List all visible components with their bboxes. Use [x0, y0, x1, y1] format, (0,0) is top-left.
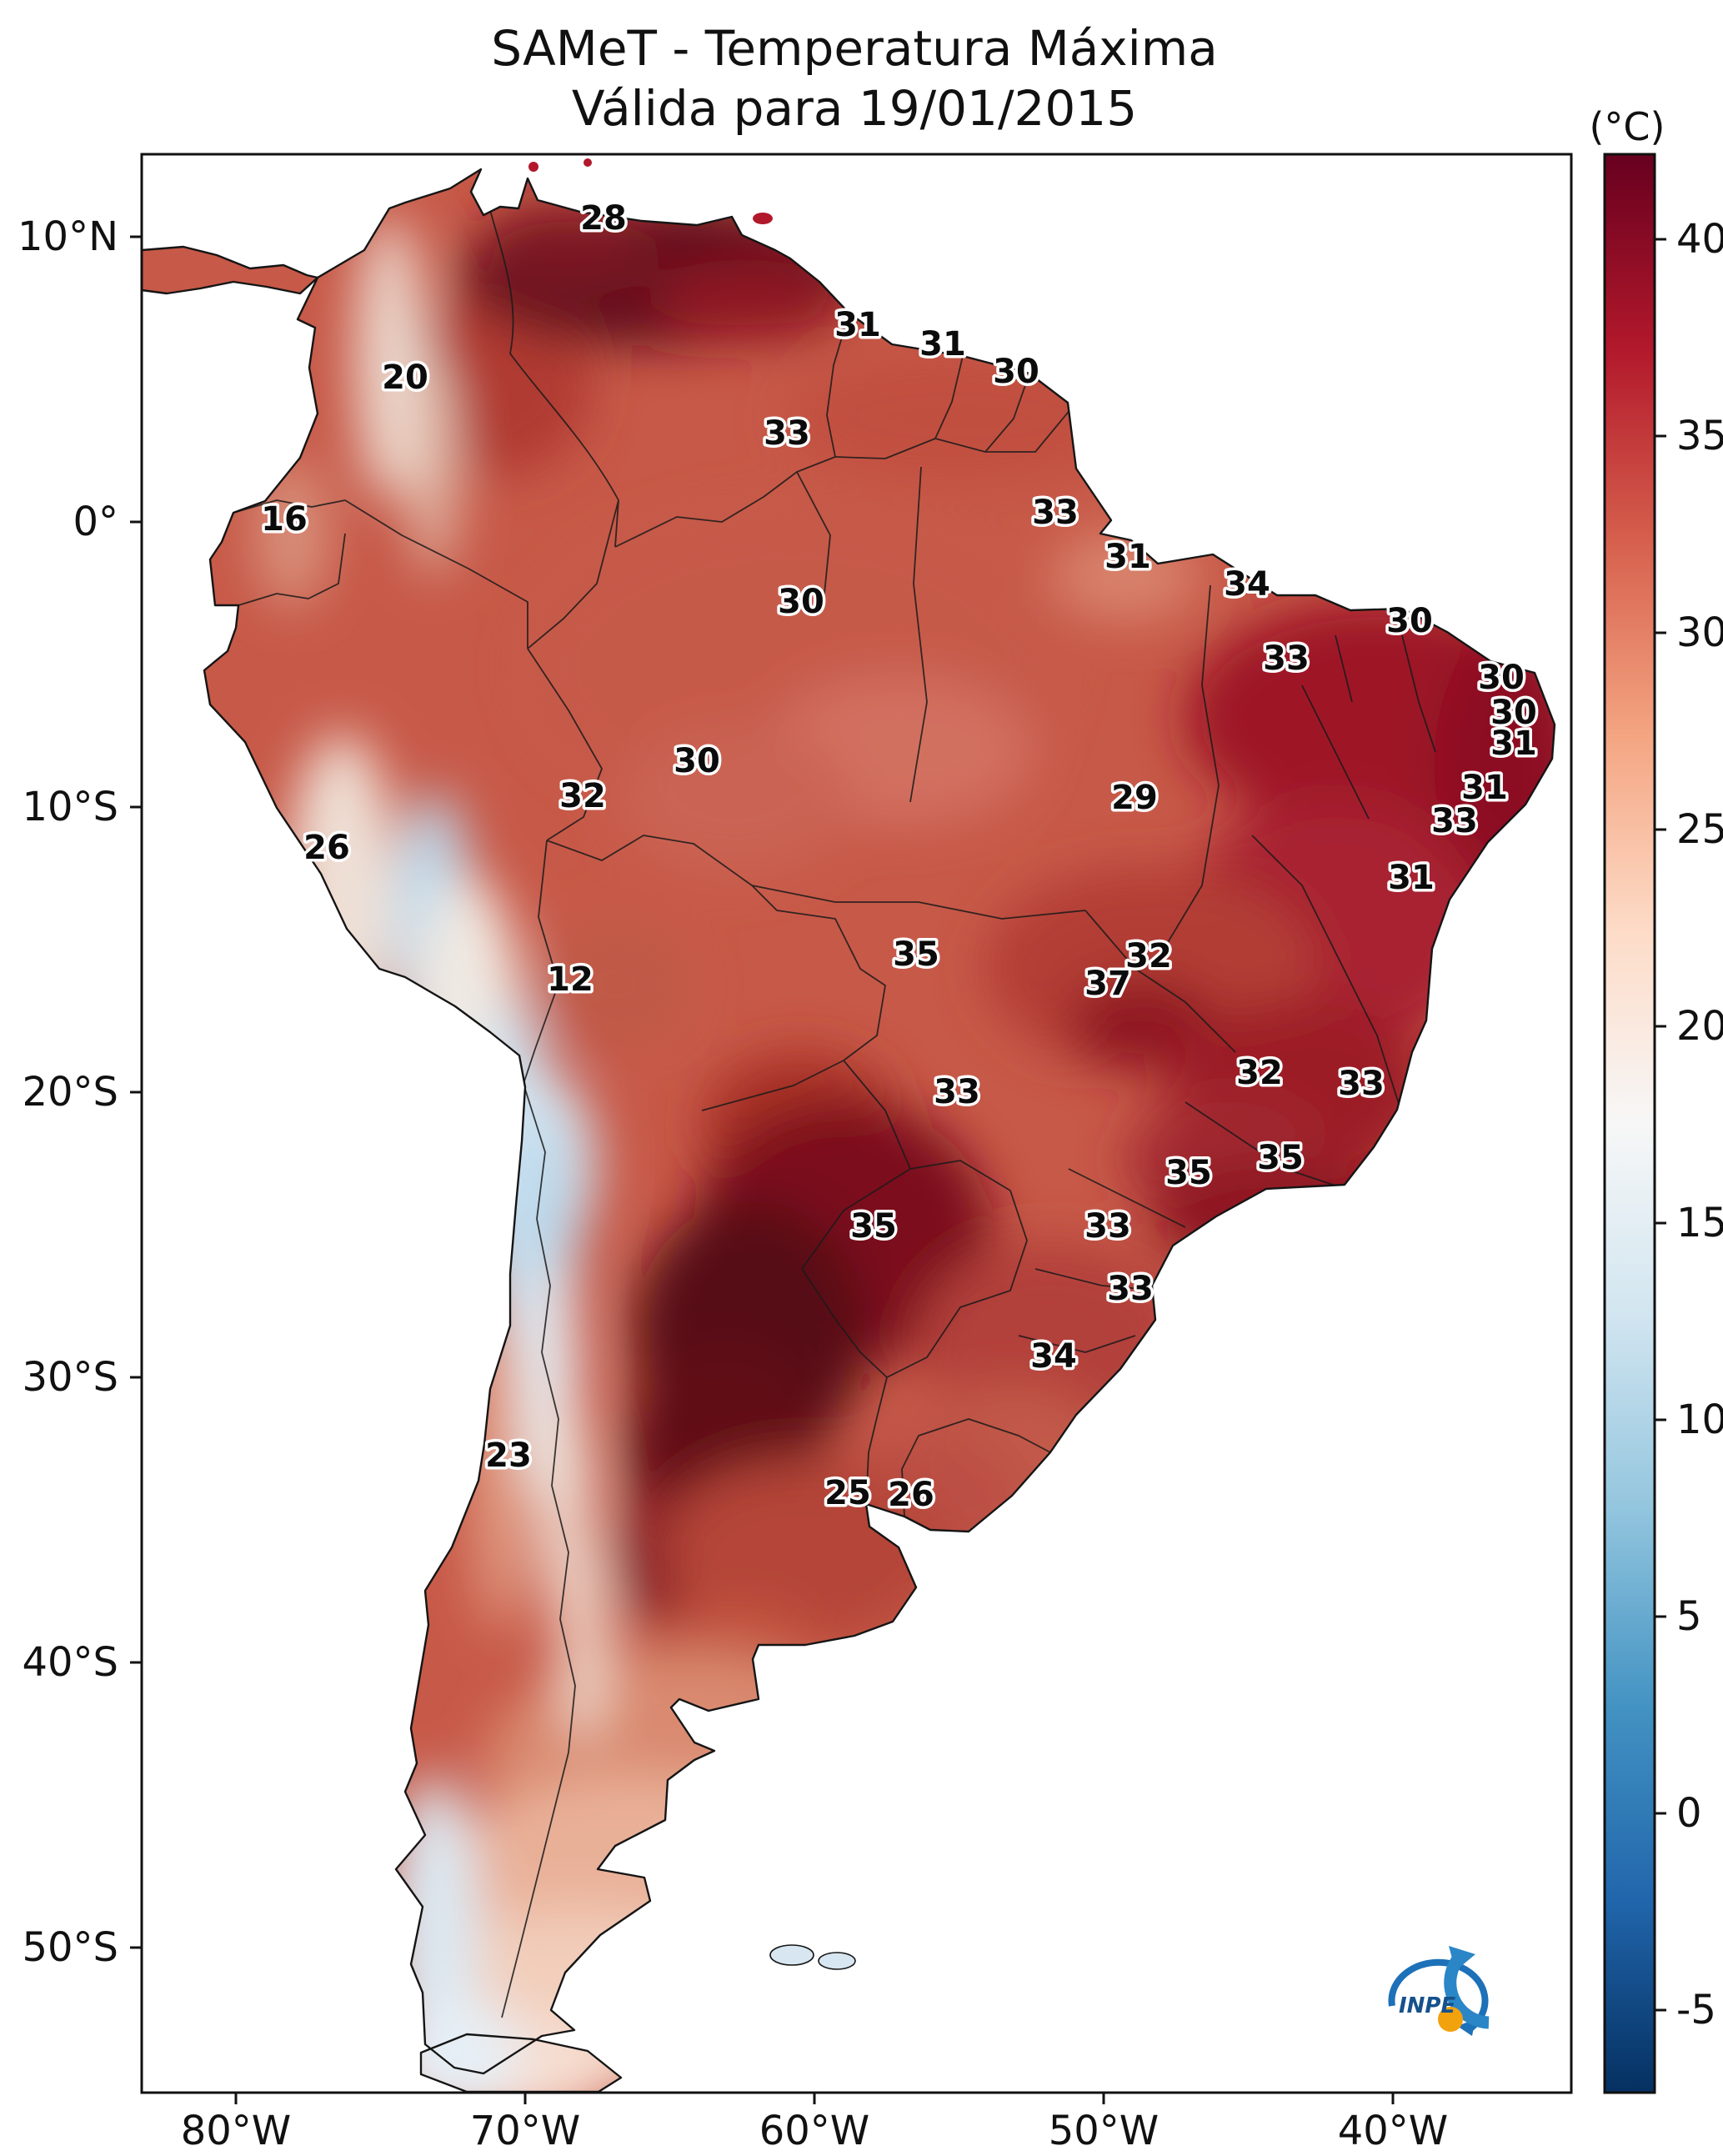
temperature-label: 34 — [1030, 1337, 1077, 1376]
y-axis-tick-label: 50°S — [22, 1924, 118, 1971]
inpe-logo-arrow — [1444, 1952, 1490, 2029]
temperature-label: 30 — [1478, 659, 1525, 697]
inpe-logo-dot — [1438, 2007, 1463, 2032]
colorbar-tick-label: 15 — [1676, 1200, 1723, 1246]
coastline-tierra-del-fuego — [419, 2033, 623, 2093]
x-axis-tick-label: 60°W — [759, 2108, 870, 2154]
colorbar: (°C) 40 35 30 25 20 15 10 5 0 -5 — [1589, 104, 1723, 2094]
temperature-label: 32 — [1125, 937, 1172, 975]
temperature-label: 26 — [888, 1476, 934, 1514]
temperature-label: 30 — [674, 742, 720, 780]
temperature-label: 33 — [1107, 1270, 1154, 1308]
chart-title-line2: Válida para 19/01/2015 — [572, 80, 1137, 137]
y-axis-tick-label: 10°S — [22, 784, 118, 830]
y-axis-tick-label: 10°N — [18, 213, 118, 260]
x-axis-tick-label: 70°W — [470, 2108, 581, 2154]
colorbar-gradient — [1605, 154, 1655, 2093]
caribbean-island — [528, 162, 538, 172]
temperature-label: 31 — [919, 325, 966, 364]
axes-ticks: 10°N 0° 10°S 20°S 30°S 40°S 50°S 80°W 70°W 60°W 50… — [18, 213, 1448, 2154]
colorbar-unit-label: (°C) — [1589, 104, 1665, 149]
temperature-label: 35 — [1257, 1139, 1304, 1177]
temperature-label: 12 — [547, 960, 594, 999]
plot-frame — [140, 153, 1573, 2094]
inpe-logo-text: INPE — [1399, 1993, 1455, 2018]
temperature-label: 30 — [1490, 694, 1537, 732]
temperature-label: 34 — [1224, 565, 1270, 604]
colorbar-tick-label: 35 — [1676, 413, 1723, 459]
temperature-label: 31 — [1490, 725, 1537, 763]
colorbar-ticks: 40 35 30 25 20 15 10 5 0 -5 — [1655, 216, 1723, 2033]
temperature-label: 35 — [1165, 1154, 1212, 1192]
temperature-label: 30 — [1386, 602, 1433, 640]
political-borders — [233, 174, 1436, 2018]
colorbar-tick-label: 10 — [1676, 1396, 1723, 1443]
temperature-label: 26 — [303, 829, 350, 867]
temperature-label: 33 — [1032, 494, 1079, 532]
temperature-label: 30 — [993, 353, 1039, 391]
temperature-label: 31 — [834, 306, 881, 344]
temperature-label: 29 — [1111, 779, 1158, 817]
coastline-mainland — [203, 168, 1556, 2075]
inpe-logo-arrowhead — [1449, 1946, 1475, 1971]
colorbar-tick-label: 0 — [1676, 1790, 1702, 1837]
y-axis-tick-label: 0° — [73, 499, 118, 545]
temperature-label: 37 — [1084, 965, 1131, 1003]
temperature-label: 32 — [559, 777, 606, 815]
colorbar-tick-label: 30 — [1676, 609, 1723, 656]
falkland-island-west — [769, 1944, 814, 1966]
colorbar-tick-label: 25 — [1676, 806, 1723, 853]
south-america-heatmap — [142, 169, 1555, 2092]
y-axis-tick-label: 20°S — [22, 1069, 118, 1116]
temperature-label: 35 — [893, 935, 939, 974]
temperature-label: 20 — [382, 358, 428, 397]
chart-title-line1: SAMeT - Temperatura Máxima — [491, 20, 1218, 77]
temperature-label: 33 — [1263, 639, 1310, 678]
x-axis-tick-label: 40°W — [1338, 2108, 1449, 2154]
colorbar-tick-label: 20 — [1676, 1003, 1723, 1050]
temperature-label: 33 — [1084, 1207, 1131, 1246]
falkland-island-east — [818, 1952, 856, 1970]
inpe-logo: INPE — [1388, 1946, 1490, 2036]
colorbar-tick-label: -5 — [1676, 1987, 1716, 2033]
y-axis-tick-label: 30°S — [22, 1354, 118, 1401]
colorbar-tick-label: 40 — [1676, 216, 1723, 263]
temperature-label: 23 — [485, 1436, 532, 1475]
temperature-label: 25 — [824, 1474, 871, 1512]
coastline-panama-strip — [140, 245, 319, 295]
temperature-label: 31 — [1388, 859, 1435, 897]
x-axis-tick-label: 80°W — [181, 2108, 292, 2154]
trinidad-island — [753, 213, 773, 224]
islands — [528, 158, 856, 1970]
y-axis-tick-label: 40°S — [22, 1639, 118, 1686]
temperature-label: 16 — [261, 500, 308, 539]
temperature-label: 31 — [1461, 769, 1508, 807]
caribbean-island — [584, 158, 592, 167]
temperature-label: 30 — [778, 583, 824, 621]
temperature-label: 33 — [764, 414, 810, 453]
temperature-label: 33 — [934, 1073, 980, 1111]
colorbar-frame — [1603, 153, 1656, 2094]
temperature-label: 31 — [1104, 538, 1151, 576]
temperature-label: 35 — [850, 1207, 897, 1246]
x-axis-tick-label: 50°W — [1049, 2108, 1160, 2154]
temperature-label: 33 — [1431, 802, 1478, 840]
temperature-label: 28 — [580, 199, 627, 238]
temperature-label: 33 — [1338, 1065, 1385, 1103]
temperature-label: 32 — [1236, 1054, 1283, 1092]
colorbar-tick-label: 5 — [1676, 1593, 1702, 1640]
